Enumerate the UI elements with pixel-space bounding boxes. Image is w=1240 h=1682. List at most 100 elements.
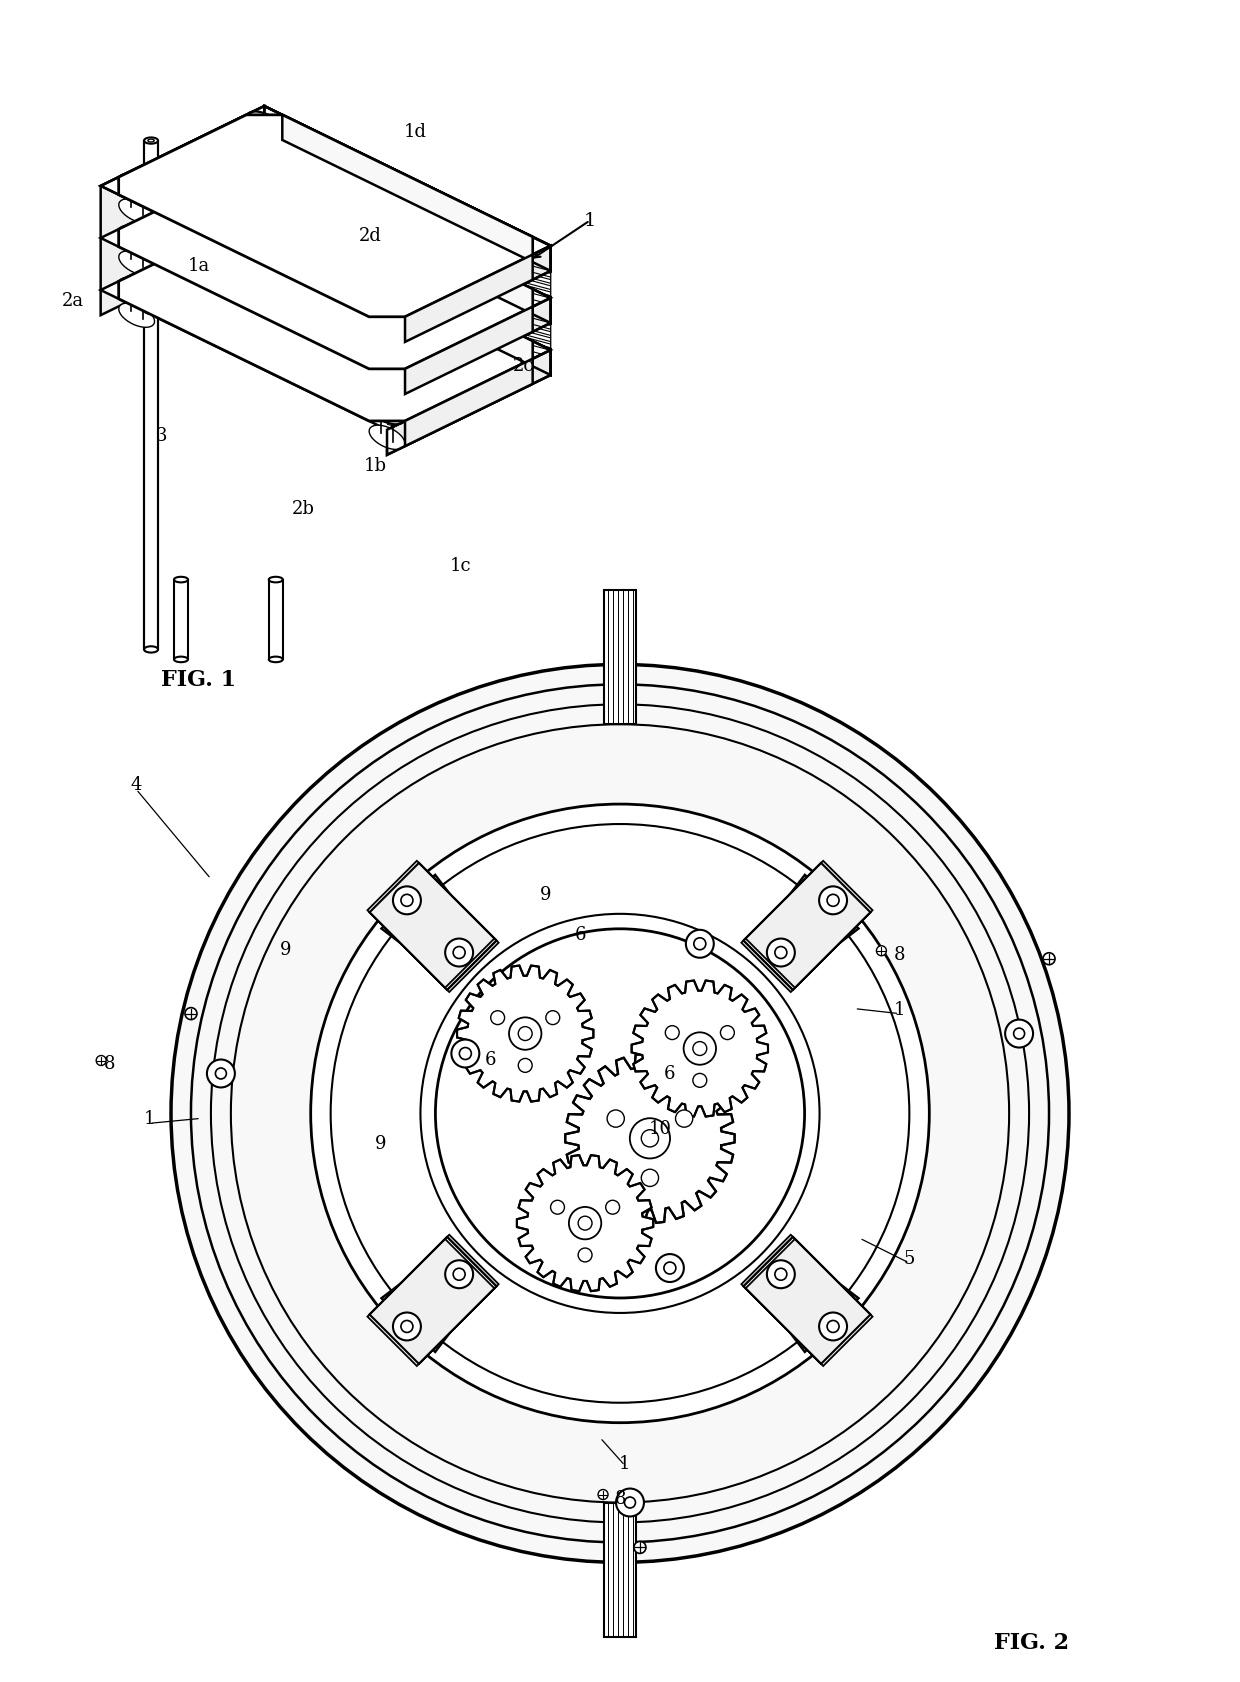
Polygon shape [744,863,870,991]
Circle shape [401,1320,413,1332]
Polygon shape [119,220,533,422]
Ellipse shape [247,217,283,241]
Polygon shape [744,1238,870,1364]
Ellipse shape [131,235,143,242]
Text: 6: 6 [665,1065,676,1083]
Polygon shape [372,1235,498,1362]
Text: 9: 9 [280,940,291,959]
Circle shape [185,1008,197,1019]
Circle shape [820,886,847,915]
Circle shape [598,1490,608,1500]
Ellipse shape [510,294,520,303]
Circle shape [630,1119,670,1159]
Ellipse shape [269,658,283,663]
Polygon shape [100,210,551,431]
Polygon shape [387,247,551,352]
Ellipse shape [119,252,155,276]
Ellipse shape [497,288,532,309]
Ellipse shape [131,183,143,190]
Polygon shape [370,1238,496,1364]
Circle shape [766,939,795,967]
Circle shape [453,1268,465,1280]
Circle shape [641,1169,658,1187]
Circle shape [445,1260,474,1288]
Ellipse shape [247,113,283,136]
Ellipse shape [259,173,269,180]
Ellipse shape [174,577,188,584]
Circle shape [775,1268,787,1280]
Circle shape [216,1068,227,1080]
Polygon shape [405,256,533,343]
Circle shape [97,1056,107,1066]
Circle shape [518,1060,532,1073]
Ellipse shape [119,304,155,328]
Ellipse shape [247,165,281,188]
Circle shape [820,1312,847,1341]
Ellipse shape [119,175,155,198]
Ellipse shape [510,346,520,355]
Ellipse shape [370,350,404,372]
Circle shape [625,1497,635,1509]
Ellipse shape [247,242,283,266]
Polygon shape [387,350,551,456]
Polygon shape [144,141,157,649]
Ellipse shape [508,242,521,251]
Ellipse shape [119,227,155,251]
Ellipse shape [144,138,157,145]
Circle shape [605,1201,620,1214]
Circle shape [656,1255,683,1282]
Polygon shape [100,108,264,316]
Ellipse shape [370,348,405,373]
Circle shape [616,1489,644,1517]
Circle shape [451,1039,480,1068]
Text: 1: 1 [619,1453,631,1472]
Circle shape [877,947,887,955]
Polygon shape [565,1055,734,1223]
Circle shape [693,1073,707,1088]
Ellipse shape [497,259,532,284]
Ellipse shape [497,311,532,336]
Ellipse shape [259,225,269,232]
Ellipse shape [119,200,155,224]
Ellipse shape [258,121,270,128]
Text: 9: 9 [374,1135,387,1152]
Ellipse shape [381,357,393,365]
Polygon shape [264,108,387,326]
Text: FIG. 2: FIG. 2 [994,1632,1069,1653]
Ellipse shape [497,234,532,259]
Circle shape [546,1011,559,1024]
Circle shape [393,1312,420,1341]
Ellipse shape [382,304,392,313]
Text: 3: 3 [155,427,167,444]
Polygon shape [631,981,768,1117]
Text: 1: 1 [144,1110,155,1127]
Polygon shape [264,133,551,299]
Ellipse shape [370,298,404,321]
Polygon shape [382,875,487,981]
Polygon shape [604,590,636,725]
Ellipse shape [258,225,270,232]
Ellipse shape [381,409,393,417]
Polygon shape [119,168,533,370]
Text: FIG. 1: FIG. 1 [161,669,236,691]
Circle shape [686,930,714,959]
Text: 2c: 2c [512,357,534,375]
Circle shape [634,1541,646,1554]
Polygon shape [283,220,533,367]
Ellipse shape [119,279,155,303]
Polygon shape [742,1235,868,1362]
Ellipse shape [510,242,520,251]
Polygon shape [264,108,551,272]
Polygon shape [174,580,188,659]
Polygon shape [269,580,283,659]
Ellipse shape [130,235,143,242]
Circle shape [676,1110,693,1127]
Polygon shape [387,323,551,431]
Text: 8: 8 [103,1055,115,1073]
Polygon shape [517,1156,653,1292]
Polygon shape [119,116,533,318]
Ellipse shape [119,227,154,251]
Polygon shape [753,875,858,981]
Circle shape [827,895,839,907]
Ellipse shape [174,658,188,663]
